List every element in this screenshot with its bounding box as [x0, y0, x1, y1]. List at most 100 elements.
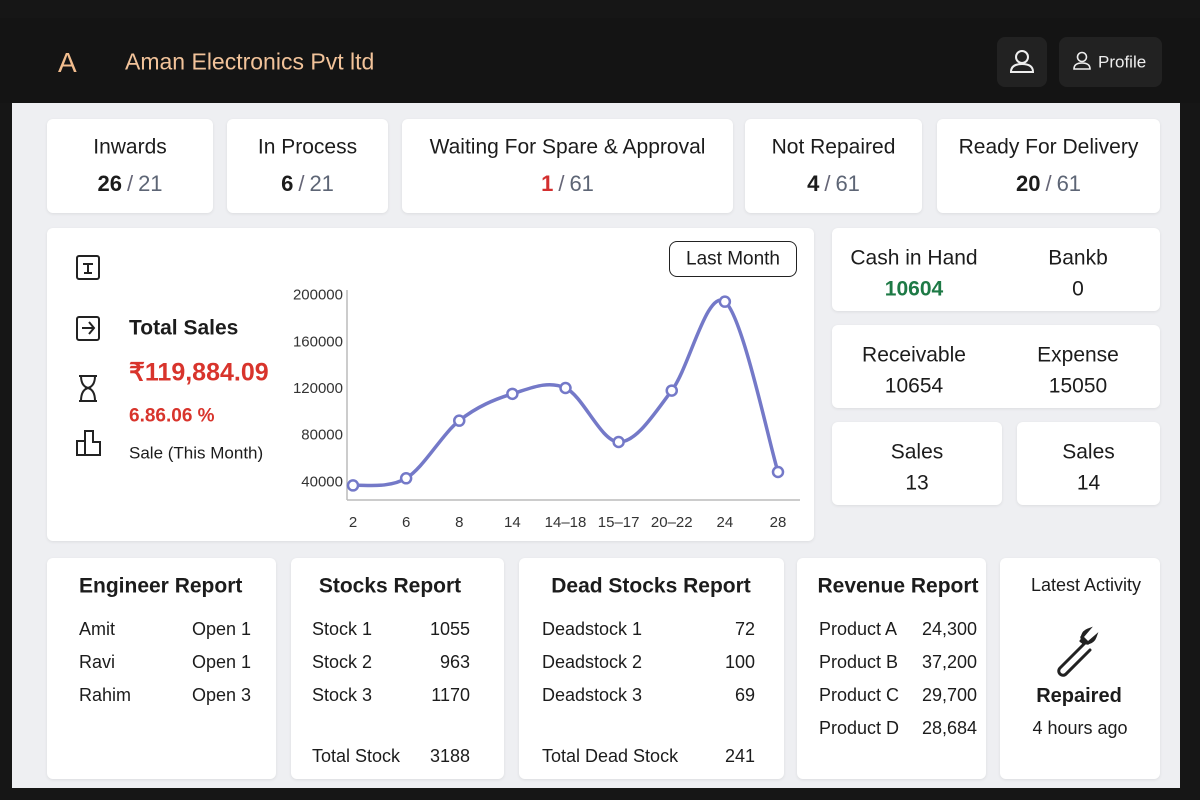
filter-button[interactable] [669, 241, 797, 277]
status-label: Not Repaired [771, 135, 896, 159]
report-row-value: 963 [439, 652, 470, 672]
data-point [665, 384, 678, 397]
sales-growth: 6.86.06 % [129, 405, 215, 427]
profile-label[interactable]: Profile [1098, 52, 1147, 72]
report-card [47, 558, 276, 779]
user-icon [1009, 50, 1035, 73]
report-card [291, 558, 504, 779]
balance-value: 14 [1076, 471, 1101, 495]
report-row-label: Product D [819, 718, 900, 738]
report-row-value: 1055 [429, 619, 470, 639]
report-row-value: 69 [734, 685, 755, 705]
balance-card [832, 228, 1160, 311]
profile-button[interactable] [1059, 37, 1162, 87]
balance-label: Receivable [862, 343, 966, 367]
status-value: 26 [97, 171, 122, 196]
sales-caption: Sale (This Month) [129, 443, 264, 463]
activity-time: 4 hours ago [1032, 718, 1128, 738]
report-row-label: Stock 3 [312, 685, 373, 705]
status-card [937, 119, 1160, 213]
x-tick-label: 14 [504, 514, 521, 531]
separator: / [558, 171, 565, 196]
status-total: 21 [309, 171, 334, 196]
report-row-value: 72 [734, 619, 755, 639]
report-row-label: Deadstock 1 [542, 619, 643, 639]
status-total: 61 [835, 171, 860, 196]
balance-card [832, 422, 1002, 505]
report-row-value: 1170 [431, 685, 470, 705]
filter-label[interactable]: Last Month [686, 248, 780, 270]
data-point [612, 435, 625, 449]
status-count: 4/61 [807, 173, 860, 195]
report-row-value: Open 3 [192, 685, 252, 705]
balance-label: Expense [1037, 343, 1119, 367]
balance-value: 0 [1072, 277, 1084, 301]
balance-label: Sales [890, 440, 944, 464]
report-row-value: Open 1 [192, 652, 252, 672]
y-tick-label: 200000 [293, 287, 343, 304]
report-total-value: 241 [724, 746, 755, 766]
status-label: Waiting For Spare & Approval [429, 135, 706, 159]
x-tick-label: 24 [717, 514, 734, 531]
status-label: Ready For Delivery [958, 135, 1139, 159]
data-point [506, 387, 519, 401]
x-tick-label: 14–18 [545, 514, 587, 531]
status-label: In Process [257, 135, 358, 159]
report-card [519, 558, 784, 779]
y-tick-label: 120000 [293, 380, 343, 397]
y-tick-label: 40000 [301, 473, 343, 490]
x-tick-label: 15–17 [598, 514, 640, 531]
separator: / [824, 171, 831, 196]
report-title: Stocks Report [318, 574, 462, 598]
data-point [559, 381, 572, 395]
sales-amount: ₹119,884.09 [129, 358, 269, 387]
balance-label: Sales [1062, 440, 1115, 464]
report-row-label: Deadstock 3 [542, 685, 643, 705]
report-title: Dead Stocks Report [551, 574, 751, 598]
balance-label: Bankb [1048, 246, 1108, 270]
report-title: Engineer Report [79, 574, 243, 598]
report-row-value: Open 1 [192, 619, 252, 639]
data-point [718, 295, 732, 308]
report-row-value: 100 [724, 652, 755, 672]
x-tick-label: 28 [770, 514, 787, 531]
wrench-icon [1057, 626, 1099, 677]
report-title: Revenue Report [817, 574, 979, 598]
report-row-value: 24,300 [921, 619, 977, 639]
status-card [47, 119, 213, 213]
activity-card [1000, 558, 1160, 779]
data-point [399, 472, 413, 485]
report-row-value: 28,684 [921, 718, 977, 738]
status-card [745, 119, 922, 213]
x-tick-label: 20–22 [651, 514, 693, 531]
report-row-label: Amit [79, 619, 115, 639]
separator: / [126, 171, 134, 196]
balance-label: Cash in Hand [850, 246, 978, 270]
report-row-label: Deadstock 2 [542, 652, 643, 672]
sales-card [47, 228, 814, 541]
x-tick-label: 8 [455, 514, 463, 531]
status-value: 6 [281, 171, 294, 196]
report-total-value: 3188 [429, 746, 470, 766]
balance-card [1017, 422, 1160, 505]
logo: A [58, 47, 77, 78]
sales-title: Total Sales [129, 316, 239, 340]
separator: / [298, 171, 305, 196]
status-count: 1/61 [541, 173, 594, 195]
data-point [346, 479, 360, 492]
y-tick-label: 80000 [301, 427, 343, 444]
data-point [453, 414, 466, 427]
report-card [797, 558, 986, 779]
status-label: Inwards [93, 135, 167, 159]
data-point [771, 465, 785, 479]
separator: / [1045, 171, 1052, 196]
activity-status: Repaired [1036, 685, 1122, 707]
status-value: 20 [1015, 171, 1041, 196]
profile-icon [1073, 51, 1091, 70]
report-row-value: 37,200 [921, 652, 977, 672]
sidebar-icons [76, 255, 101, 456]
status-count: 6/21 [281, 173, 334, 195]
report-total-label: Total Stock [312, 746, 401, 766]
